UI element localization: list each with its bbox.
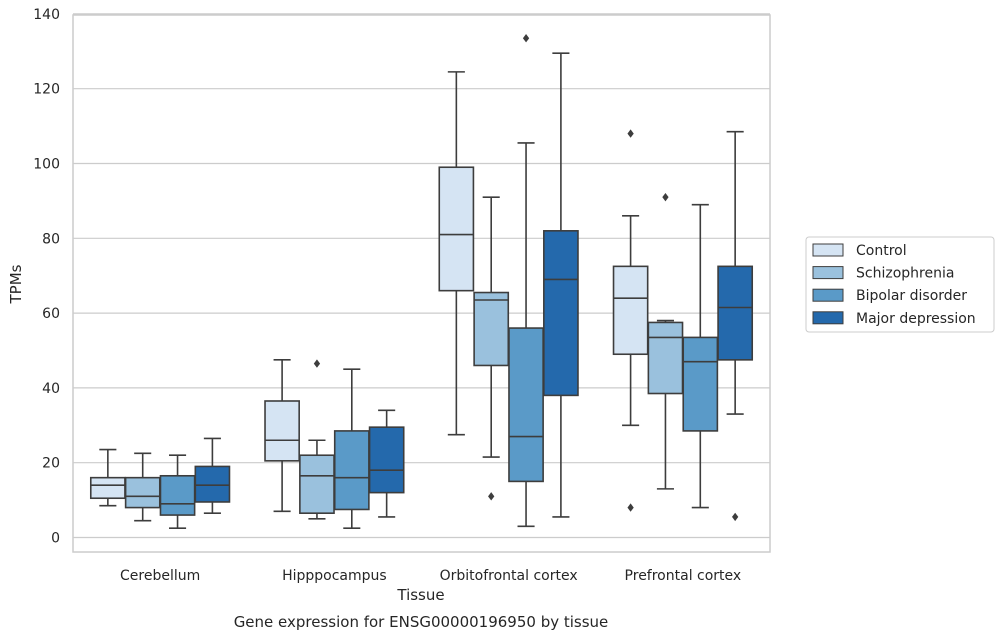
box-bipolar-disorder-prefrontal-cortex	[682, 203, 719, 509]
x-tick-label-prefrontal-cortex: Prefrontal cortex	[625, 568, 742, 584]
y-tick-label-120: 120	[33, 82, 60, 98]
y-tick-label-140: 140	[33, 7, 60, 23]
legend-item-control: Control	[812, 243, 907, 259]
outlier-point-0	[662, 192, 669, 202]
y-tick-label-60: 60	[42, 306, 60, 322]
box-body	[717, 265, 754, 361]
box-bipolar-disorder-hipppocampus	[333, 368, 370, 529]
box-body	[368, 426, 405, 494]
box-bipolar-disorder-orbitofrontal-cortex	[508, 34, 544, 528]
box-body	[333, 430, 370, 511]
box-major-depression-cerebellum	[194, 437, 231, 514]
legend-item-bipolar-disorder: Bipolar disorder	[812, 288, 967, 304]
chart-caption: Gene expression for ENSG00000196950 by t…	[234, 613, 609, 631]
x-tick-label-orbitofrontal-cortex: Orbitofrontal cortex	[440, 568, 578, 584]
outlier-point-1	[627, 503, 634, 512]
box-control-orbitofrontal-cortex	[438, 71, 475, 436]
outlier-point-0	[488, 492, 495, 501]
box-body	[612, 265, 649, 356]
legend-swatch	[812, 266, 844, 280]
box-body	[682, 336, 719, 432]
box-schizophrenia-prefrontal-cortex	[647, 192, 684, 490]
box-body	[299, 454, 335, 514]
legend-item-schizophrenia: Schizophrenia	[812, 266, 954, 282]
y-tick-label-80: 80	[42, 231, 60, 247]
box-major-depression-hipppocampus	[368, 409, 405, 518]
gridlines	[73, 13, 770, 539]
y-axis-label: TPMs	[7, 264, 25, 304]
box-control-hipppocampus	[264, 359, 300, 513]
box-major-depression-orbitofrontal-cortex	[543, 52, 579, 518]
legend-label: Bipolar disorder	[856, 288, 967, 304]
box-body	[124, 476, 161, 509]
legend-swatch	[812, 288, 844, 302]
box-body	[543, 230, 579, 397]
box-body	[264, 400, 300, 462]
legend-label: Schizophrenia	[856, 266, 954, 282]
legend: Control Schizophrenia Bipolar disorder Majo…	[805, 236, 995, 333]
legend-swatch	[812, 311, 844, 325]
y-tick-label-100: 100	[33, 157, 60, 173]
x-axis-label: Tissue	[396, 586, 444, 604]
x-tick-labels: Cerebellum Hipppocampus Orbitofrontal cort…	[120, 568, 741, 584]
y-tick-label-40: 40	[42, 381, 60, 397]
box-body	[159, 474, 196, 516]
outlier-point-0	[313, 359, 321, 368]
box-schizophrenia-cerebellum	[124, 452, 161, 522]
box-major-depression-prefrontal-cortex	[717, 130, 754, 522]
box-body	[647, 321, 684, 395]
box-schizophrenia-hipppocampus	[299, 359, 335, 520]
legend-swatch	[812, 243, 844, 257]
box-body	[508, 327, 544, 483]
box-body	[473, 291, 510, 367]
outlier-point-0	[732, 512, 739, 522]
legend-item-major-depression: Major depression	[812, 311, 976, 327]
x-tick-label-cerebellum: Cerebellum	[120, 568, 200, 584]
boxes	[89, 34, 754, 529]
box-body	[194, 465, 231, 503]
x-tick-label-hipppocampus: Hipppocampus	[282, 568, 387, 584]
box-body	[89, 476, 126, 500]
box-body	[438, 166, 475, 292]
y-tick-label-20: 20	[42, 456, 60, 472]
legend-label: Control	[856, 243, 907, 259]
box-bipolar-disorder-cerebellum	[159, 454, 196, 529]
outlier-point-0	[627, 129, 634, 138]
y-tick-labels: 0 20 40 60 80 100 120 140	[33, 7, 60, 547]
box-schizophrenia-orbitofrontal-cortex	[473, 196, 510, 501]
legend-frame	[805, 236, 995, 333]
box-control-prefrontal-cortex	[612, 129, 649, 512]
legend-label: Major depression	[856, 311, 976, 327]
box-control-cerebellum	[89, 448, 126, 507]
y-tick-label-0: 0	[51, 531, 60, 547]
outlier-point-0	[522, 34, 530, 43]
